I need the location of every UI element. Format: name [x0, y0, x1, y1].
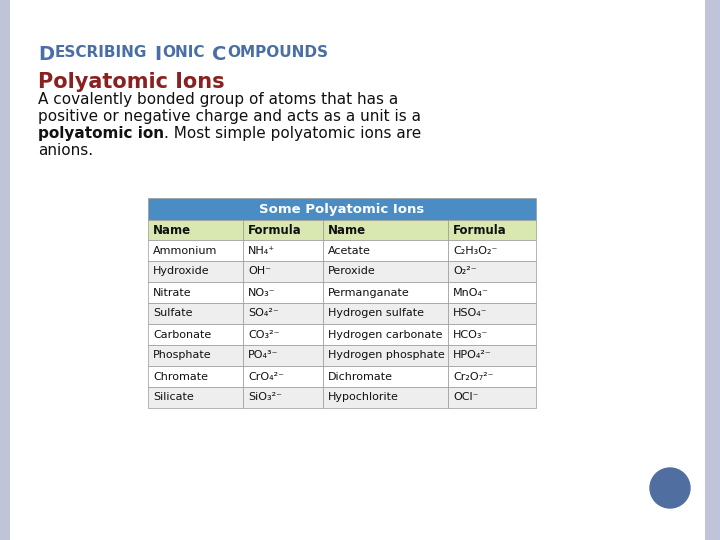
Text: I: I — [155, 45, 161, 64]
Text: Nitrate: Nitrate — [153, 287, 192, 298]
Circle shape — [650, 468, 690, 508]
Bar — [243, 220, 323, 240]
Bar — [448, 303, 536, 324]
Text: Hydrogen carbonate: Hydrogen carbonate — [328, 329, 443, 340]
Text: MnO₄⁻: MnO₄⁻ — [453, 287, 489, 298]
Text: A covalently bonded group of atoms that has a: A covalently bonded group of atoms that … — [38, 92, 398, 107]
Text: O₂²⁻: O₂²⁻ — [453, 267, 477, 276]
Text: CO₃²⁻: CO₃²⁻ — [248, 329, 279, 340]
Text: polyatomic ion: polyatomic ion — [38, 126, 164, 141]
Text: positive or negative charge and acts as a unit is a: positive or negative charge and acts as … — [38, 109, 421, 124]
Text: Polyatomic Ions: Polyatomic Ions — [38, 72, 225, 92]
Text: Cr₂O₇²⁻: Cr₂O₇²⁻ — [453, 372, 493, 381]
Text: ONIC: ONIC — [162, 45, 204, 60]
Text: . Most simple polyatomic ions are: . Most simple polyatomic ions are — [164, 126, 421, 141]
Bar — [243, 345, 323, 366]
Bar — [323, 345, 448, 366]
Text: Sulfate: Sulfate — [153, 308, 192, 319]
Text: Name: Name — [153, 224, 191, 237]
Text: Permanganate: Permanganate — [328, 287, 410, 298]
Text: Hypochlorite: Hypochlorite — [328, 393, 399, 402]
Bar — [323, 366, 448, 387]
Bar — [243, 261, 323, 282]
Bar — [323, 220, 448, 240]
Text: CrO₄²⁻: CrO₄²⁻ — [248, 372, 284, 381]
Text: OH⁻: OH⁻ — [248, 267, 271, 276]
Bar — [148, 345, 243, 366]
Text: Phosphate: Phosphate — [153, 350, 212, 361]
Text: Chromate: Chromate — [153, 372, 208, 381]
Text: SiO₃²⁻: SiO₃²⁻ — [248, 393, 282, 402]
Text: HSO₄⁻: HSO₄⁻ — [453, 308, 487, 319]
Bar — [448, 240, 536, 261]
Bar — [448, 366, 536, 387]
Text: Ammonium: Ammonium — [153, 246, 217, 255]
Text: Acetate: Acetate — [328, 246, 371, 255]
Text: Some Polyatomic Ions: Some Polyatomic Ions — [259, 202, 425, 215]
Bar — [148, 220, 243, 240]
Text: SO₄²⁻: SO₄²⁻ — [248, 308, 279, 319]
Text: Hydrogen phosphate: Hydrogen phosphate — [328, 350, 445, 361]
Bar — [243, 366, 323, 387]
Text: Dichromate: Dichromate — [328, 372, 393, 381]
Bar — [243, 387, 323, 408]
Bar — [148, 198, 536, 220]
Bar — [148, 366, 243, 387]
Text: Hydrogen sulfate: Hydrogen sulfate — [328, 308, 424, 319]
Text: C: C — [212, 45, 227, 64]
Bar — [148, 282, 243, 303]
Bar — [323, 282, 448, 303]
Text: OCl⁻: OCl⁻ — [453, 393, 479, 402]
Bar — [448, 387, 536, 408]
Text: anions.: anions. — [38, 143, 93, 158]
Text: Silicate: Silicate — [153, 393, 194, 402]
Bar — [148, 324, 243, 345]
Text: NH₄⁺: NH₄⁺ — [248, 246, 275, 255]
Text: C₂H₃O₂⁻: C₂H₃O₂⁻ — [453, 246, 498, 255]
Bar — [323, 261, 448, 282]
Bar — [243, 324, 323, 345]
Bar — [148, 240, 243, 261]
Bar — [323, 240, 448, 261]
Bar — [323, 387, 448, 408]
Text: NO₃⁻: NO₃⁻ — [248, 287, 276, 298]
Bar — [448, 324, 536, 345]
Bar — [243, 282, 323, 303]
Text: OMPOUNDS: OMPOUNDS — [227, 45, 328, 60]
Text: Peroxide: Peroxide — [328, 267, 376, 276]
Text: PO₄³⁻: PO₄³⁻ — [248, 350, 279, 361]
Bar — [705, 0, 720, 540]
Text: D: D — [38, 45, 54, 64]
Bar — [243, 303, 323, 324]
Bar — [148, 387, 243, 408]
Bar — [243, 240, 323, 261]
Bar — [448, 220, 536, 240]
Bar — [0, 0, 10, 540]
Text: HCO₃⁻: HCO₃⁻ — [453, 329, 488, 340]
Bar — [448, 345, 536, 366]
Bar — [448, 282, 536, 303]
Bar — [448, 261, 536, 282]
Bar — [323, 303, 448, 324]
Bar — [148, 261, 243, 282]
Bar — [148, 303, 243, 324]
Text: Hydroxide: Hydroxide — [153, 267, 210, 276]
Text: ESCRIBING: ESCRIBING — [55, 45, 147, 60]
Text: Name: Name — [328, 224, 366, 237]
Text: Formula: Formula — [453, 224, 507, 237]
Text: HPO₄²⁻: HPO₄²⁻ — [453, 350, 492, 361]
Bar — [323, 324, 448, 345]
Text: Carbonate: Carbonate — [153, 329, 211, 340]
Text: Formula: Formula — [248, 224, 302, 237]
